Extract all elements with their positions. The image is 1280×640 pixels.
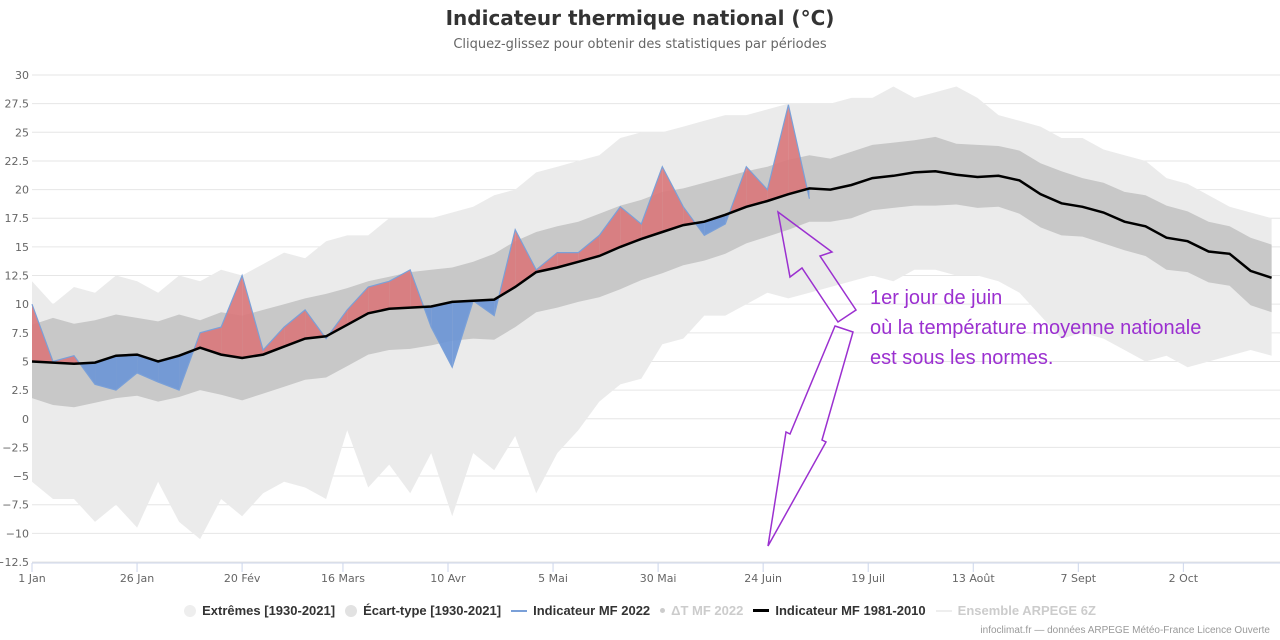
x-tick-label: 10 Avr (430, 572, 466, 585)
anomaly-above (515, 229, 537, 287)
anomaly-above (389, 269, 411, 309)
anomaly-above (620, 206, 642, 247)
annotation-arrows (767, 210, 858, 547)
y-tick-label: 22.5 (5, 155, 30, 168)
legend-label: Ensemble ARPEGE 6Z (957, 603, 1096, 618)
anomaly-below (431, 301, 453, 368)
series-mf-2022-line (31, 104, 810, 391)
x-tick-label: 1 Jan (18, 572, 45, 585)
anomaly-below (704, 214, 726, 236)
circle-icon (345, 604, 358, 617)
y-axis: 30 27.5 25 22.5 20 17.5 15 12.5 10 7.5 5 2.5 0 −2.5 −5… (0, 69, 29, 569)
annotation-text: 1er jour de juin où la température moyen… (870, 283, 1201, 373)
x-tick-label: 13 Août (952, 572, 996, 585)
x-tick-label: 30 Mai (640, 572, 677, 585)
x-tick-label: 24 Juin (744, 572, 782, 585)
anomaly-above (641, 166, 663, 239)
legend-label: Indicateur MF 1981-2010 (775, 603, 926, 618)
y-tick-label: −2.5 (2, 441, 29, 454)
series-normal-line (31, 170, 1272, 366)
y-tick-label: 30 (15, 69, 29, 82)
anomaly-above (767, 104, 789, 202)
anomaly-above (200, 327, 222, 355)
legend-label: Indicateur MF 2022 (533, 603, 651, 618)
anomaly-above (557, 252, 579, 268)
anomaly-above (599, 206, 621, 257)
circle-icon (184, 604, 197, 617)
y-tick-label: −7.5 (2, 499, 29, 512)
y-tick-label: 12.5 (5, 270, 30, 283)
legend-label: Écart-type [1930-2021] (363, 603, 502, 618)
line-icon (511, 609, 528, 612)
x-tick-label: 19 Juil (851, 572, 885, 585)
legend-label: Extrêmes [1930-2021] (202, 603, 336, 618)
anomaly-below (116, 354, 138, 391)
y-tick-label: −12.5 (0, 556, 29, 569)
line-icon (753, 609, 770, 612)
y-tick-label: 0 (22, 413, 29, 426)
y-tick-label: 5 (22, 355, 29, 368)
legend-item-mf-2022[interactable]: Indicateur MF 2022 (511, 603, 650, 618)
y-tick-label: −5 (13, 470, 29, 483)
anomaly-above (746, 166, 768, 207)
y-tick-label: 15 (15, 241, 29, 254)
x-tick-label: 2 Oct (1169, 572, 1199, 585)
chart-subtitle: Cliquez-glissez pour obtenir des statist… (453, 37, 827, 52)
arrow-up-icon (776, 210, 858, 324)
anomaly-above (221, 275, 243, 359)
stddev-band (32, 136, 1272, 408)
x-axis: 1 Jan 26 Jan 20 Fév 16 Mars 10 Avr 5 Mai 30 Ma… (18, 562, 1280, 585)
credits-link[interactable]: infoclimat.fr — données ARPEGE Météo-Fra… (980, 625, 1270, 636)
legend-label: ΔT MF 2022 (671, 603, 744, 618)
y-tick-label: 27.5 (5, 98, 30, 111)
x-tick-label: 26 Jan (120, 572, 154, 585)
anomaly-above (284, 309, 306, 347)
anomaly-above (578, 235, 600, 262)
line-icon (935, 609, 952, 612)
y-tick-label: 7.5 (12, 327, 30, 340)
legend-item-arpege[interactable]: Ensemble ARPEGE 6Z (935, 603, 1096, 618)
chart-areas (31, 86, 1272, 540)
arrow-down-icon (767, 325, 854, 547)
legend: Extrêmes [1930-2021] Écart-type [1930-20… (0, 603, 1280, 618)
legend-item-extremes[interactable]: Extrêmes [1930-2021] (184, 603, 335, 618)
y-tick-label: 20 (15, 184, 29, 197)
annotation-line-2: où la température moyenne nationale (870, 317, 1202, 339)
chart-title: Indicateur thermique national (°C) (445, 6, 835, 30)
anomaly-above (368, 281, 390, 314)
y-tick-label: 17.5 (5, 212, 30, 225)
legend-item-delta-t[interactable]: ΔT MF 2022 (660, 603, 743, 618)
anomaly-below (137, 354, 159, 383)
x-tick-label: 7 Sept (1061, 572, 1097, 585)
dot-icon (660, 608, 666, 613)
x-tick-label: 5 Mai (538, 572, 568, 585)
annotation-line-3: est sous les normes. (870, 347, 1054, 369)
anomaly-above (662, 166, 684, 232)
annotation-line-1: 1er jour de juin (870, 287, 1003, 309)
anomaly-below (95, 355, 117, 391)
x-tick-label: 20 Fév (224, 572, 261, 585)
x-tick-label: 16 Mars (321, 572, 365, 585)
y-tick-label: 25 (15, 126, 29, 139)
y-tick-label: 2.5 (12, 384, 30, 397)
legend-item-stddev[interactable]: Écart-type [1930-2021] (345, 603, 501, 618)
legend-item-mf-1981-2010[interactable]: Indicateur MF 1981-2010 (753, 603, 926, 618)
y-tick-label: −10 (6, 527, 29, 540)
anomaly-below (158, 355, 180, 391)
y-tick-label: 10 (15, 298, 29, 311)
